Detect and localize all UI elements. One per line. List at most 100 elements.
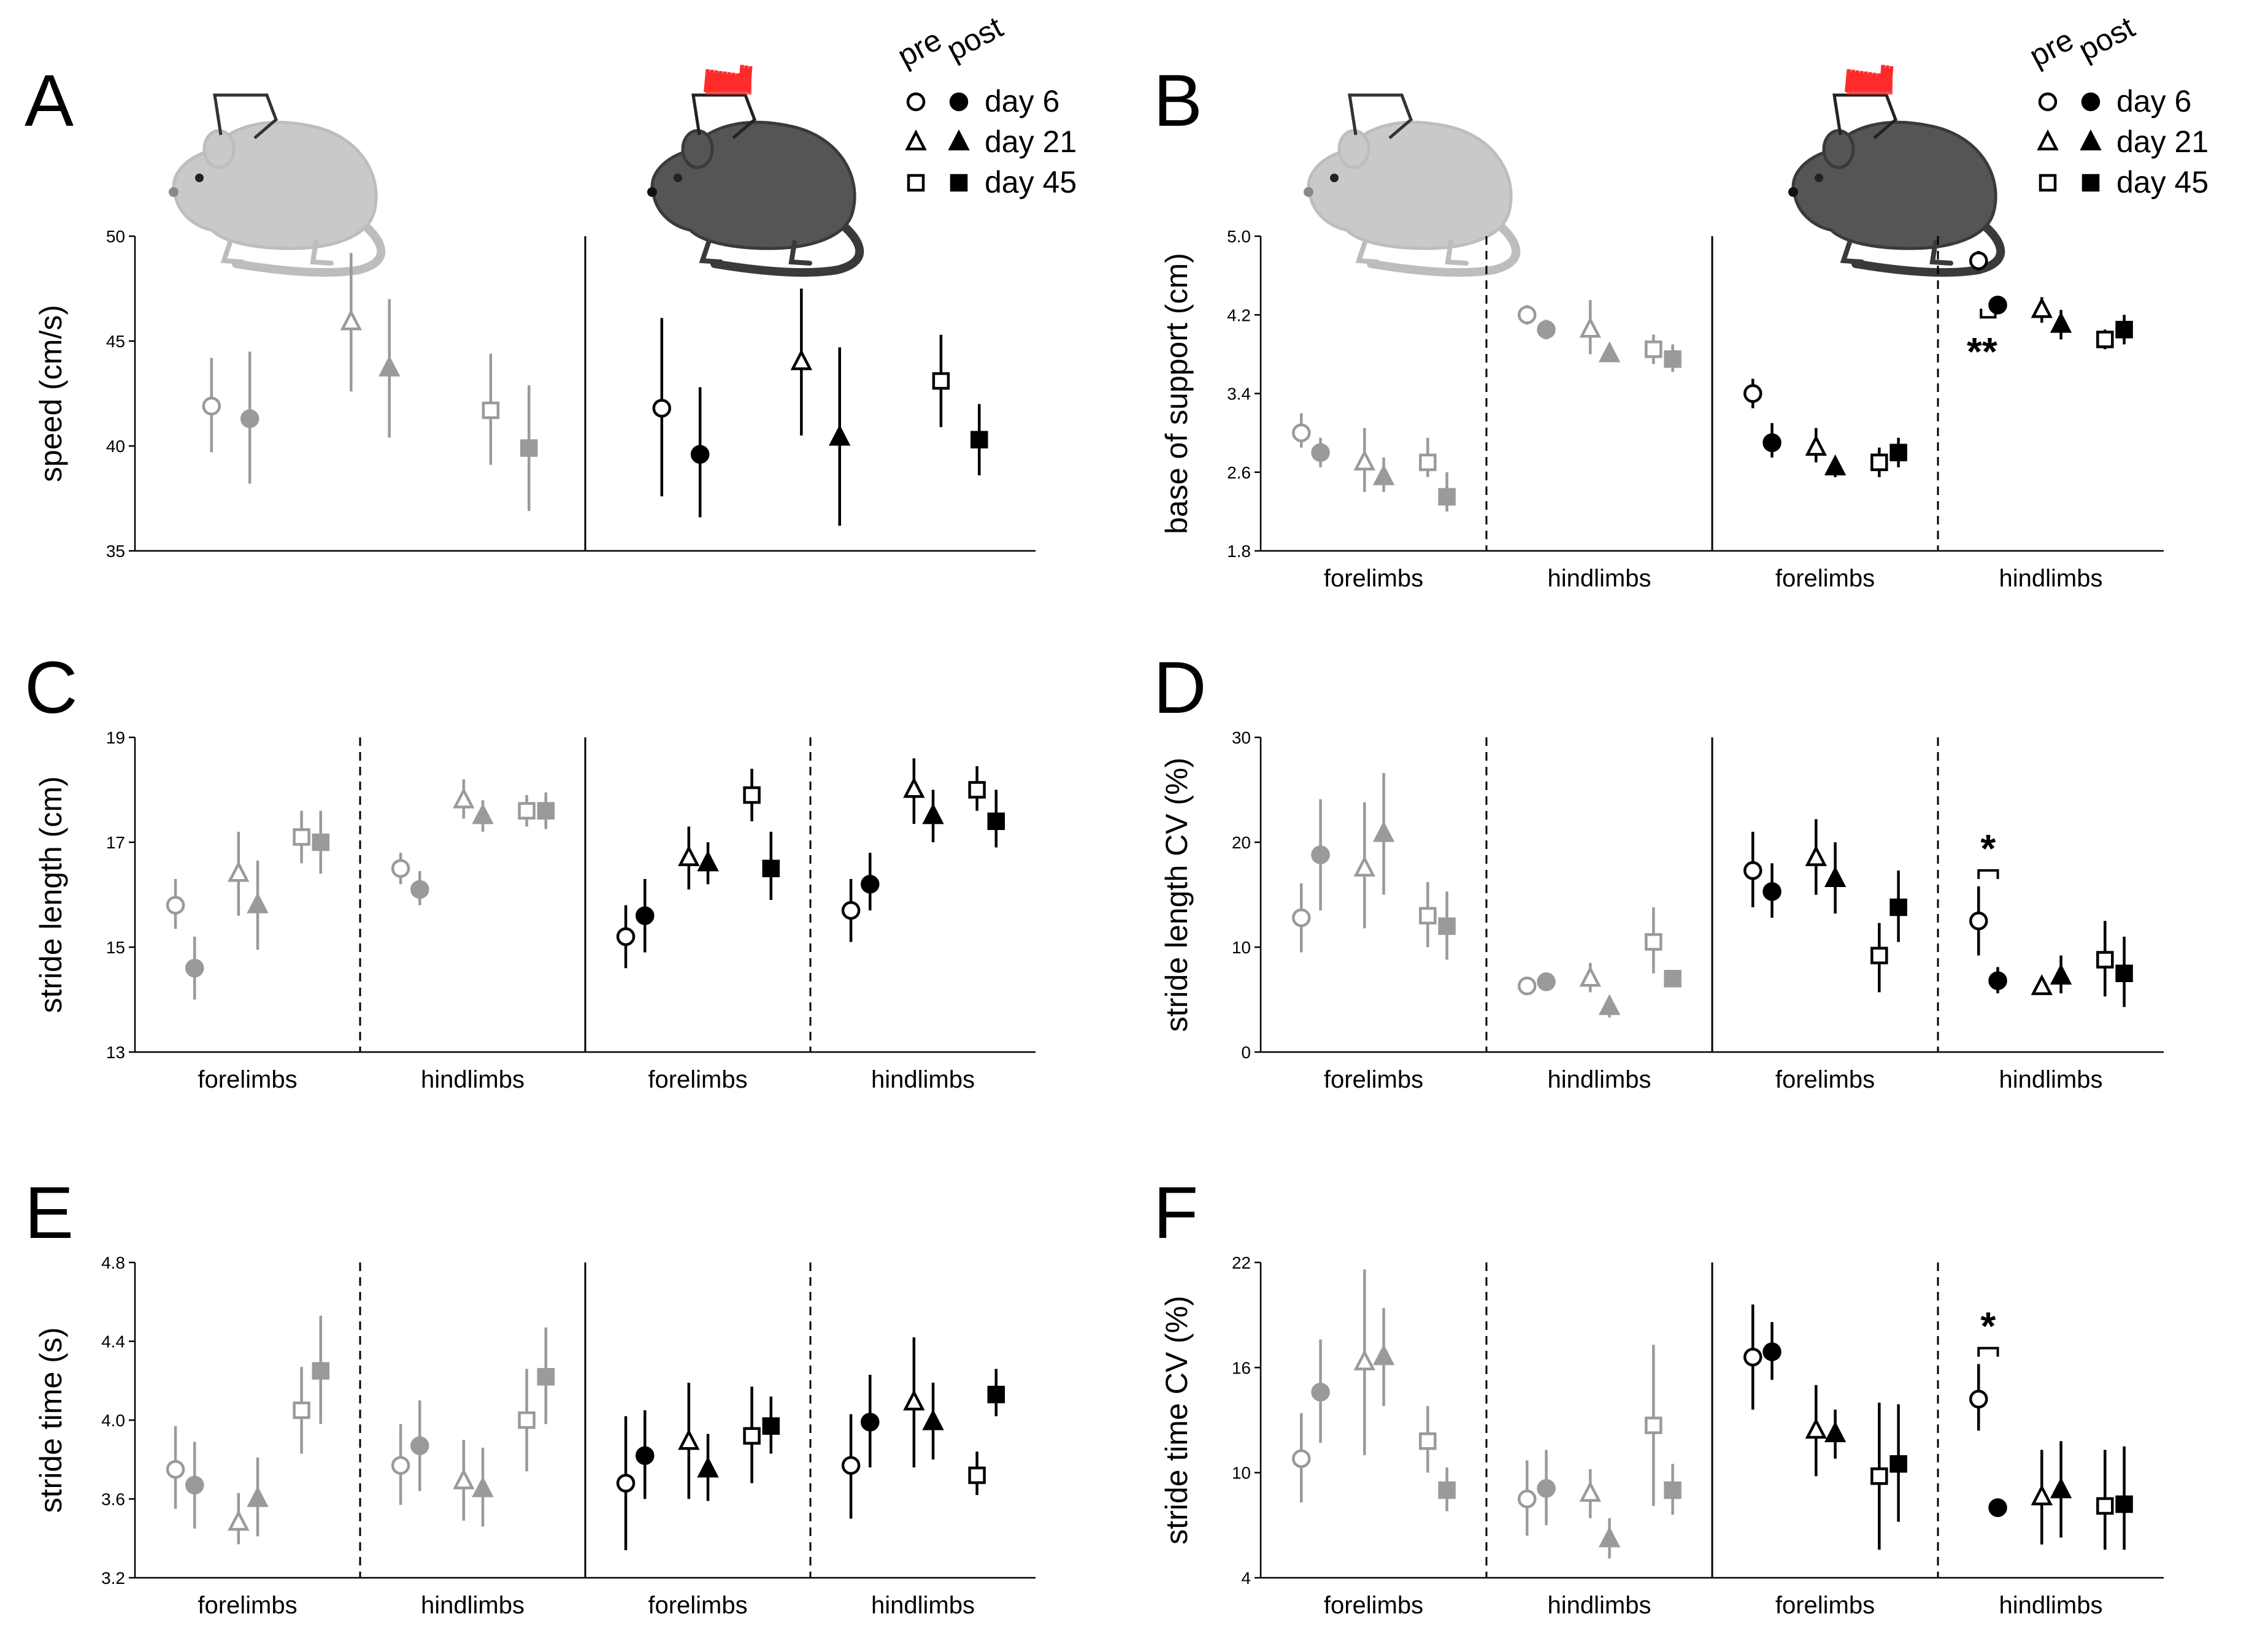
data-point-day21-pre (1579, 966, 1601, 987)
data-point-day21-pre (2031, 1484, 2053, 1505)
data-point-day6-post (1762, 882, 1782, 901)
legend-entry-label: day 21 (2116, 125, 2208, 159)
data-point-day21-post (922, 803, 944, 824)
data-point-day21-pre (453, 787, 475, 809)
y-tick-label: 45 (106, 332, 125, 351)
y-tick-label: 16 (1232, 1358, 1251, 1377)
data-point-day45-pre (968, 781, 986, 799)
data-point-day45-post (312, 1362, 330, 1380)
y-tick-label: 10 (1232, 938, 1251, 957)
data-point-day6-post (1537, 972, 1556, 991)
data-point-day21-post (2050, 963, 2072, 985)
data-point-day45-post (2115, 321, 2133, 339)
data-point-day21-pre (2031, 974, 2053, 996)
rat-nose (169, 187, 179, 197)
data-point-day6-pre (1291, 908, 1311, 928)
data-point-day21-post (1824, 454, 1847, 475)
data-point-day21-pre (678, 845, 700, 866)
data-point-day45-pre (1419, 453, 1437, 471)
data-point-day6-post (1311, 443, 1330, 462)
data-point-day6-post (861, 875, 880, 894)
data-point-day45-post (1438, 917, 1456, 935)
panel-letter: A (25, 60, 74, 142)
group-label: hindlimbs (1548, 1066, 1651, 1093)
group-label: hindlimbs (1548, 565, 1651, 592)
panel-b: B 1.8 2.6 3.4 4.2 5.0 base of support (cm) fore… (1153, 60, 2164, 592)
rat-legs (220, 240, 334, 266)
data-point-day45-post (987, 812, 1005, 831)
group-label: hindlimbs (421, 1592, 525, 1619)
group-label: hindlimbs (1999, 1592, 2103, 1619)
data-point-day6-pre (1743, 861, 1762, 880)
y-axis-label: stride length CV (%) (1159, 758, 1194, 1032)
panel-e: E 3.2 3.6 4.0 4.4 4.8 stride time (s) forelimbs… (25, 1172, 1036, 1619)
data-point-day45-pre (1870, 453, 1888, 471)
data-point-day21-pre (790, 349, 813, 371)
data-point-day45-pre (518, 802, 536, 820)
data-point-day21-pre (2031, 297, 2053, 318)
data-point-day21-post (2050, 312, 2072, 333)
legend-marker-pre (905, 129, 927, 151)
legend-entry-label: day 45 (985, 165, 1077, 199)
rat-tail (232, 207, 386, 277)
rat-with-implant-icon (1788, 64, 2005, 277)
rat-eye (1815, 174, 1823, 182)
data-point-day21-post (1598, 994, 1621, 1015)
data-point-day6-post (1988, 971, 2007, 990)
group-label: forelimbs (1324, 1592, 1423, 1619)
data-point-day45-post (537, 1368, 555, 1386)
legend-marker-pre (2038, 92, 2058, 112)
group-label: forelimbs (198, 1592, 297, 1619)
legend-marker-post (2080, 129, 2102, 151)
panel-letter: C (25, 647, 78, 729)
data-point-day6-pre (616, 1473, 636, 1493)
y-tick-label: 4.8 (101, 1253, 125, 1272)
data-point-day21-post (247, 892, 269, 913)
data-point-day45-post (1664, 1481, 1682, 1499)
data-point-day45-post (2115, 964, 2133, 982)
data-point-day21-pre (678, 1429, 700, 1450)
y-tick-label: 5.0 (1227, 227, 1251, 246)
data-point-day45-post (762, 1417, 780, 1435)
group-label: forelimbs (1775, 565, 1875, 592)
rat-tail (710, 207, 864, 277)
data-point-day45-pre (1870, 947, 1888, 964)
rat-ear (202, 129, 236, 169)
data-point-day6-pre (391, 859, 410, 878)
data-point-day21-pre (1805, 434, 1827, 456)
rat-icon (169, 93, 386, 277)
headstage-frame (691, 93, 756, 139)
data-point-day45-post (971, 431, 988, 448)
rat-eye (1330, 174, 1339, 182)
data-point-day45-pre (482, 401, 500, 420)
data-point-day45-pre (1645, 933, 1662, 951)
y-axis-label: stride length (cm) (34, 776, 68, 1013)
legend-marker-post (950, 174, 968, 192)
group-label: forelimbs (1324, 565, 1423, 592)
y-axis-label: stride time CV (%) (1159, 1296, 1194, 1545)
data-point-day6-pre (1517, 977, 1537, 996)
data-point-day45-post (1438, 488, 1456, 506)
y-tick-label: 3.4 (1227, 385, 1251, 404)
panel-c: C 13 15 17 19 stride length (cm) forelimbs hind… (25, 647, 1036, 1093)
data-point-day6-post (1762, 433, 1782, 452)
group-label: forelimbs (1775, 1066, 1875, 1093)
data-point-day45-post (987, 1385, 1005, 1404)
rat-icon (1304, 93, 1521, 277)
data-point-day6-pre (1291, 423, 1311, 442)
data-point-day45-post (520, 439, 538, 457)
data-point-day45-post (1664, 350, 1682, 368)
data-point-day45-pre (968, 1466, 986, 1485)
data-point-day6-pre (841, 1456, 861, 1475)
group-label: hindlimbs (1999, 1066, 2103, 1093)
data-point-day45-pre (293, 1401, 310, 1420)
implant-signal-block (705, 80, 751, 94)
y-tick-label: 0 (1241, 1043, 1251, 1062)
y-tick-label: 10 (1232, 1464, 1251, 1483)
legend-entry-label: day 21 (985, 125, 1077, 159)
data-point-day6-pre (391, 1456, 410, 1475)
y-tick-label: 19 (106, 728, 125, 747)
group-label: forelimbs (1775, 1592, 1875, 1619)
y-tick-label: 1.8 (1227, 542, 1251, 561)
data-point-day6-pre (1517, 1489, 1537, 1508)
